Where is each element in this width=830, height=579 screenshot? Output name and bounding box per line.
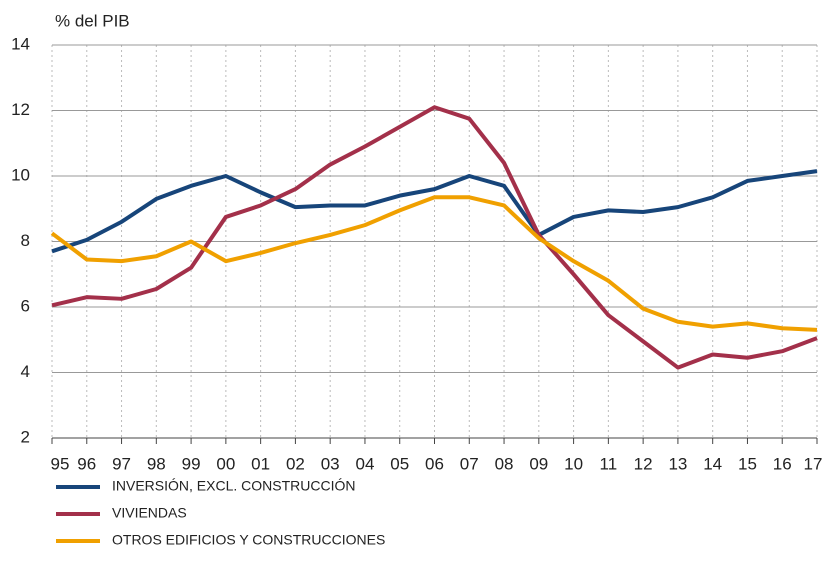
y-tick-label: 14 bbox=[11, 34, 30, 53]
series-line bbox=[51, 169, 818, 254]
x-tick-label: 95 bbox=[51, 454, 70, 473]
legend-label: INVERSIÓN, EXCL. CONSTRUCCIÓN bbox=[112, 478, 355, 494]
series-line bbox=[51, 105, 818, 370]
x-tick-label: 15 bbox=[738, 454, 757, 473]
legend-label: OTROS EDIFICIOS Y CONSTRUCCIONES bbox=[112, 532, 385, 548]
y-tick-label: 12 bbox=[11, 100, 30, 119]
x-tick-label: 96 bbox=[77, 454, 96, 473]
x-tick-label: 04 bbox=[355, 454, 374, 473]
x-tick-label: 99 bbox=[182, 454, 201, 473]
y-tick-label: 10 bbox=[11, 165, 30, 184]
x-tick-label: 97 bbox=[112, 454, 131, 473]
x-tick-label: 06 bbox=[425, 454, 444, 473]
x-tick-label: 13 bbox=[668, 454, 687, 473]
y-axis-label: % del PIB bbox=[55, 11, 130, 30]
legend-label: VIVIENDAS bbox=[112, 505, 187, 521]
x-tick-label: 16 bbox=[773, 454, 792, 473]
x-tick-label: 02 bbox=[286, 454, 305, 473]
x-tick-label: 12 bbox=[634, 454, 653, 473]
x-tick-label: 14 bbox=[703, 454, 722, 473]
x-tick-label: 10 bbox=[564, 454, 583, 473]
x-tick-label: 08 bbox=[495, 454, 514, 473]
y-tick-label: 2 bbox=[21, 427, 30, 446]
x-tick-label: 07 bbox=[460, 454, 479, 473]
x-tick-label: 09 bbox=[529, 454, 548, 473]
series-line bbox=[50, 195, 818, 332]
x-tick-label: 17 bbox=[804, 454, 823, 473]
y-tick-label: 4 bbox=[21, 362, 30, 381]
y-tick-label: 6 bbox=[21, 296, 30, 315]
x-tick-label: 00 bbox=[216, 454, 235, 473]
x-tick-label: 01 bbox=[251, 454, 270, 473]
y-tick-label: 8 bbox=[21, 231, 30, 250]
x-tick-label: 98 bbox=[147, 454, 166, 473]
x-tick-label: 11 bbox=[600, 454, 618, 473]
x-tick-label: 05 bbox=[390, 454, 409, 473]
x-tick-label: 03 bbox=[321, 454, 340, 473]
